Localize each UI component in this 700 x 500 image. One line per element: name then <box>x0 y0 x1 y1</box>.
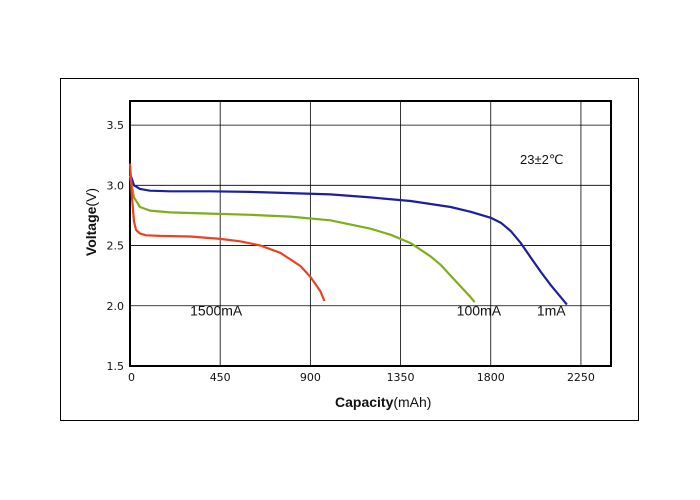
chart-frame <box>60 78 639 421</box>
y-tick-label: 3.5 <box>107 119 125 132</box>
x-tick-label: 900 <box>300 371 321 384</box>
temperature-annotation: 23±2℃ <box>520 152 563 167</box>
y-tick-label: 2.5 <box>107 240 125 253</box>
series-1mA-line <box>128 172 568 306</box>
y-axis-title-bold: Voltage <box>83 206 99 256</box>
x-tick-label: 0 <box>128 371 135 384</box>
y-axis-title-unit: (V) <box>83 188 99 207</box>
tick-labels: 0 450 900 1350 1800 2250 1.5 2.0 2.5 3.0 3.5 <box>107 119 595 384</box>
series-100mA-line <box>128 175 476 303</box>
y-tick-label: 3.0 <box>107 179 125 192</box>
x-tick-label: 1800 <box>477 371 505 384</box>
curve-labels: 1500mA 100mA 1mA <box>190 302 566 318</box>
y-tick-label: 1.5 <box>107 360 125 373</box>
x-axis-title-unit: (mAh) <box>393 394 431 410</box>
x-axis-title: Capacity(mAh) <box>335 394 431 410</box>
curve-label-100mA: 100mA <box>457 302 502 318</box>
curves <box>128 163 568 306</box>
plot-area <box>129 100 612 367</box>
x-tick-label: 2250 <box>567 371 595 384</box>
curve-label-1mA: 1mA <box>537 302 566 318</box>
x-tick-label: 1350 <box>387 371 415 384</box>
grid-lines <box>130 101 611 366</box>
y-tick-label: 2.0 <box>107 300 125 313</box>
x-tick-label: 450 <box>210 371 231 384</box>
curve-label-1500mA: 1500mA <box>190 302 243 318</box>
y-axis-title: Voltage(V) <box>83 188 99 256</box>
series-1500mA-line <box>128 163 326 302</box>
x-axis-title-bold: Capacity <box>335 394 394 410</box>
